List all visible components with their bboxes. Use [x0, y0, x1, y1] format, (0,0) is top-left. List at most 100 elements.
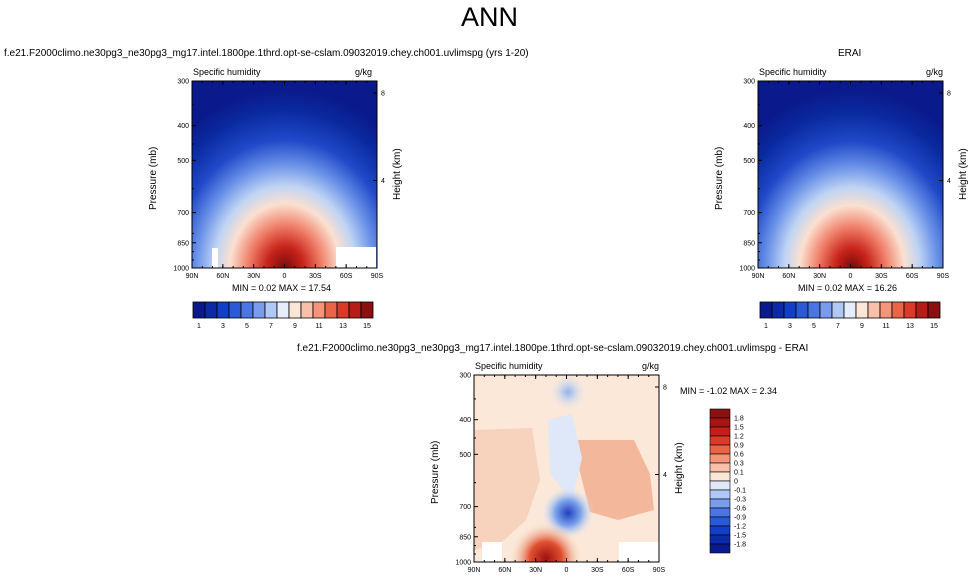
panel-reference-field [758, 81, 943, 268]
panel-reference-colorbar-box [795, 301, 809, 319]
panel-reference-colorbar-box [771, 301, 785, 319]
panel-reference-colorbar-box [783, 301, 797, 319]
panel-difference-colorbar-label: 0.9 [734, 443, 744, 450]
panel-model-ylabel: Pressure (mb) [148, 146, 159, 210]
panel-difference-colorbar-label: 1.5 [734, 425, 744, 432]
panel-difference-colorbar-label: -1.8 [734, 542, 746, 549]
panel-model-xtick-label: 90S [371, 273, 384, 280]
panel-model-colorbar-box [276, 301, 290, 319]
panel-model-colorbar-label: 1 [197, 323, 201, 330]
panel-reference-ytick-right-label: 4 [947, 178, 951, 185]
panel-difference-colorbar-label: 0.1 [734, 470, 744, 477]
panel-difference-region-positive [474, 375, 659, 562]
panel-model-xtick-label: 60S [340, 273, 353, 280]
panel-model-colorbar-label: 11 [315, 323, 322, 330]
panel-model-colorbar-label: 13 [339, 323, 347, 330]
panel-difference-colorbar-label: 1.2 [734, 434, 744, 441]
panel-difference-colorbar-label: 0.3 [734, 461, 744, 468]
panel-difference-ytick-label: 700 [459, 504, 471, 511]
panel-model-colorbar-box [216, 301, 230, 319]
panel-reference-stats: MIN = 0.02 MAX = 16.26 [798, 283, 898, 293]
panel-model-colorbar-box [240, 301, 254, 319]
panel-model-xtick-label: 30N [247, 273, 260, 280]
panel-model-colorbar-box [228, 301, 242, 319]
panel-difference-plot: 300 400 500 700 850 1000 8 4 90N 60N 30N 0 30S 60S 90S [455, 373, 667, 575]
panel-difference-units: g/kg [642, 361, 660, 371]
panel-difference-colorbar-label: 0 [734, 479, 738, 486]
panel-model-stats: MIN = 0.02 MAX = 17.54 [232, 283, 332, 293]
panel-reference-colorbar-label: 7 [836, 323, 840, 330]
panel-difference-colorbar-box [709, 426, 731, 437]
panel-reference-colorbar-label: 5 [812, 323, 816, 330]
panel-reference-colorbar-box [915, 301, 929, 319]
panel-difference-colorbar-box [709, 435, 731, 446]
panel-reference-colorbar-box [843, 301, 857, 319]
panel-difference-colorbar: 1.8 1.5 1.2 0.9 0.6 0.3 0.1 0 -0.1 -0.3 -0.6 -0.9 -1… [709, 408, 746, 554]
panel-model-colorbar-box [348, 301, 362, 319]
panel-reference-colorbar-box [891, 301, 905, 319]
panel-reference-xtick-label: 90S [937, 273, 950, 280]
panel-difference-xtick-label: 0 [565, 567, 569, 574]
panel-difference-colorbar-box [709, 462, 731, 473]
panel-model-colorbar-box [264, 301, 278, 319]
panel-difference-colorbar-box [709, 489, 731, 500]
panel-reference-ytick-label: 1000 [739, 266, 755, 273]
panel-reference-ytick-label: 500 [743, 158, 755, 165]
panel-model-xtick-label: 0 [283, 273, 287, 280]
panel-model-colorbar-label: 7 [269, 323, 273, 330]
panel-reference-units: g/kg [926, 67, 944, 77]
panel-difference-colorbar-box [709, 507, 731, 518]
panel-model-colorbar-label: 9 [293, 323, 297, 330]
panel-reference-colorbar-label: 9 [860, 323, 864, 330]
panel-difference-xtick-label: 60S [622, 567, 635, 574]
panel-difference-title: f.e21.F2000climo.ne30pg3_ne30pg3_mg17.in… [297, 343, 809, 354]
panel-difference-colorbar-box [709, 444, 731, 455]
panel-model-field [192, 81, 377, 268]
panel-model-ytick-right-label: 4 [381, 178, 385, 185]
panel-model-ylabel-right: Height (km) [392, 148, 403, 200]
panel-reference-xtick-label: 30N [813, 273, 826, 280]
panel-difference-colorbar-box [709, 543, 731, 554]
panel-reference-colorbar-box [819, 301, 833, 319]
panel-model-plot: 300 400 500 700 850 1000 8 4 90N 60N 30N 0 30S 60S 90S [173, 79, 385, 281]
panel-model-ytick-label: 500 [177, 158, 189, 165]
panel-model-colorbar: 1 3 5 7 9 11 13 15 [192, 301, 374, 330]
panel-difference-colorbar-label: -0.6 [734, 506, 746, 513]
panel-model-colorbar-box [300, 301, 314, 319]
panel-model-colorbar-label: 15 [363, 323, 371, 330]
panel-reference-xtick-label: 0 [849, 273, 853, 280]
panel-difference-colorbar-box [709, 525, 731, 536]
panel-reference-colorbar-box [807, 301, 821, 319]
panel-reference-ytick-right-label: 8 [947, 90, 951, 97]
panel-reference-xtick-label: 60N [782, 273, 795, 280]
panel-difference-ylabel-right: Height (km) [674, 442, 685, 494]
panel-difference-xtick-label: 60N [498, 567, 511, 574]
panel-model-ytick-label: 700 [177, 210, 189, 217]
panel-model-colorbar-box [252, 301, 266, 319]
panel-model-colorbar-box [312, 301, 326, 319]
panel-difference-xtick-label: 30N [529, 567, 542, 574]
panel-reference-title: ERAI [838, 48, 862, 59]
panel-model-ytick-label: 850 [177, 240, 189, 247]
panel-reference-xtick-label: 30S [875, 273, 888, 280]
panel-difference-colorbar-box [709, 498, 731, 509]
panel-reference-colorbar-label: 3 [788, 323, 792, 330]
panel-reference-colorbar-box [831, 301, 845, 319]
panel-reference-ytick-label: 400 [743, 123, 755, 130]
panel-difference-colorbar-box [709, 471, 731, 482]
panel-difference-colorbar-label: -0.9 [734, 515, 746, 522]
panel-reference-colorbar-box [759, 301, 773, 319]
panel-difference-colorbar-box [709, 516, 731, 527]
panel-difference-colorbar-label: -0.3 [734, 497, 746, 504]
panel-difference-ytick-label: 400 [459, 417, 471, 424]
panel-difference-stats: MIN = -1.02 MAX = 2.34 [680, 386, 778, 396]
panel-reference-colorbar: 1 3 5 7 9 11 13 15 [759, 301, 941, 330]
panel-difference-colorbar-box [709, 453, 731, 464]
panel-model-colorbar-box [192, 301, 206, 319]
panel-difference-colorbar-label: 0.6 [734, 452, 744, 459]
panel-model-xtick-label: 90N [186, 273, 199, 280]
panel-model-ytick-label: 400 [177, 123, 189, 130]
panel-difference-colorbar-label: -1.5 [734, 533, 746, 540]
panel-difference-missing-data [619, 542, 659, 562]
panel-difference-colorbar-label: -0.1 [734, 488, 746, 495]
